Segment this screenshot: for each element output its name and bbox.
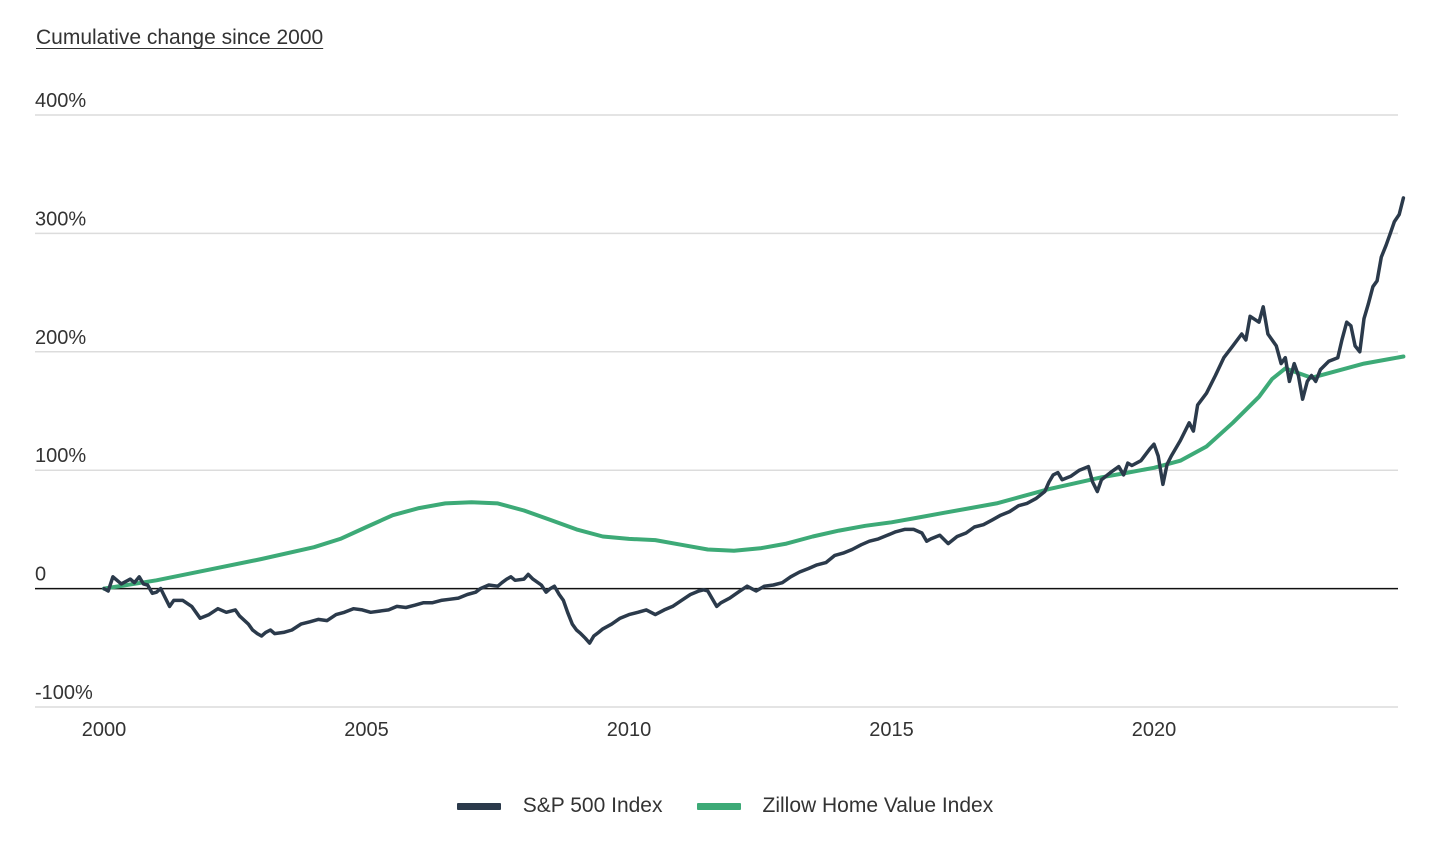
legend-swatch-sp500	[456, 802, 501, 810]
gridlines	[35, 114, 1398, 708]
x-tick-label-0: 2000	[82, 719, 127, 741]
legend: S&P 500 Index Zillow Home Value Index	[0, 794, 1450, 818]
y-tick-label-3: 100%	[35, 445, 86, 467]
x-tick-label-1: 2005	[344, 719, 389, 741]
legend-item-zillow: Zillow Home Value Index	[696, 794, 994, 818]
x-tick-label-3: 2015	[869, 719, 914, 741]
legend-swatch-zillow	[696, 802, 741, 810]
y-tick-label-1: 300%	[35, 208, 86, 230]
x-tick-label-2: 2010	[607, 719, 652, 741]
chart-title: Cumulative change since 2000	[36, 26, 324, 49]
series-line-sp500	[102, 196, 1406, 645]
x-axis-tick-labels: 2000 2005 2010 2015 2020	[82, 719, 1177, 741]
series-lines	[102, 196, 1406, 645]
y-tick-label-0: 400%	[35, 90, 86, 112]
y-tick-label-2: 200%	[35, 327, 86, 349]
y-tick-label-5: -100%	[35, 682, 93, 704]
legend-label-sp500: S&P 500 Index	[522, 794, 663, 817]
series-line-zillow	[102, 354, 1406, 591]
y-tick-label-4: 0	[35, 564, 46, 586]
y-axis-tick-labels: 400% 300% 200% 100% 0 -100%	[35, 90, 93, 704]
legend-item-sp500: S&P 500 Index	[456, 794, 663, 818]
legend-label-zillow: Zillow Home Value Index	[762, 794, 994, 817]
x-tick-label-4: 2020	[1132, 719, 1177, 741]
